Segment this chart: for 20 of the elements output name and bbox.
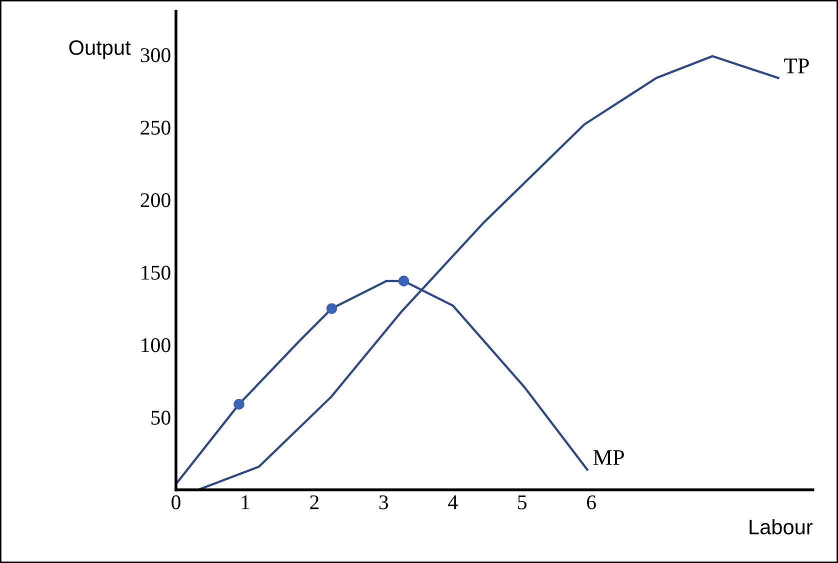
y-tick-label: 300 <box>140 48 170 62</box>
x-tick-label: 1 <box>242 495 250 510</box>
y-tick-label: 250 <box>140 120 170 135</box>
x-tick-label: 5 <box>518 495 527 510</box>
series-label: MP <box>593 450 624 465</box>
series-label: TP <box>784 58 809 74</box>
y-tick-label: 50 <box>151 410 170 425</box>
y-tick-label: 200 <box>140 193 170 208</box>
x-tick-label: 6 <box>587 495 596 510</box>
x-tick-label: 3 <box>379 495 388 510</box>
x-tick-label: 4 <box>448 495 458 510</box>
x-tick-label: 0 <box>172 495 180 510</box>
y-tick-label: 150 <box>142 266 170 280</box>
y-axis-title: Output <box>69 40 131 60</box>
point <box>326 303 338 314</box>
point <box>234 398 244 410</box>
point <box>398 276 410 286</box>
y-tick-label: 100 <box>142 338 170 352</box>
x-tick-label: 2 <box>310 495 318 510</box>
x-axis-title: Labour <box>750 519 813 534</box>
